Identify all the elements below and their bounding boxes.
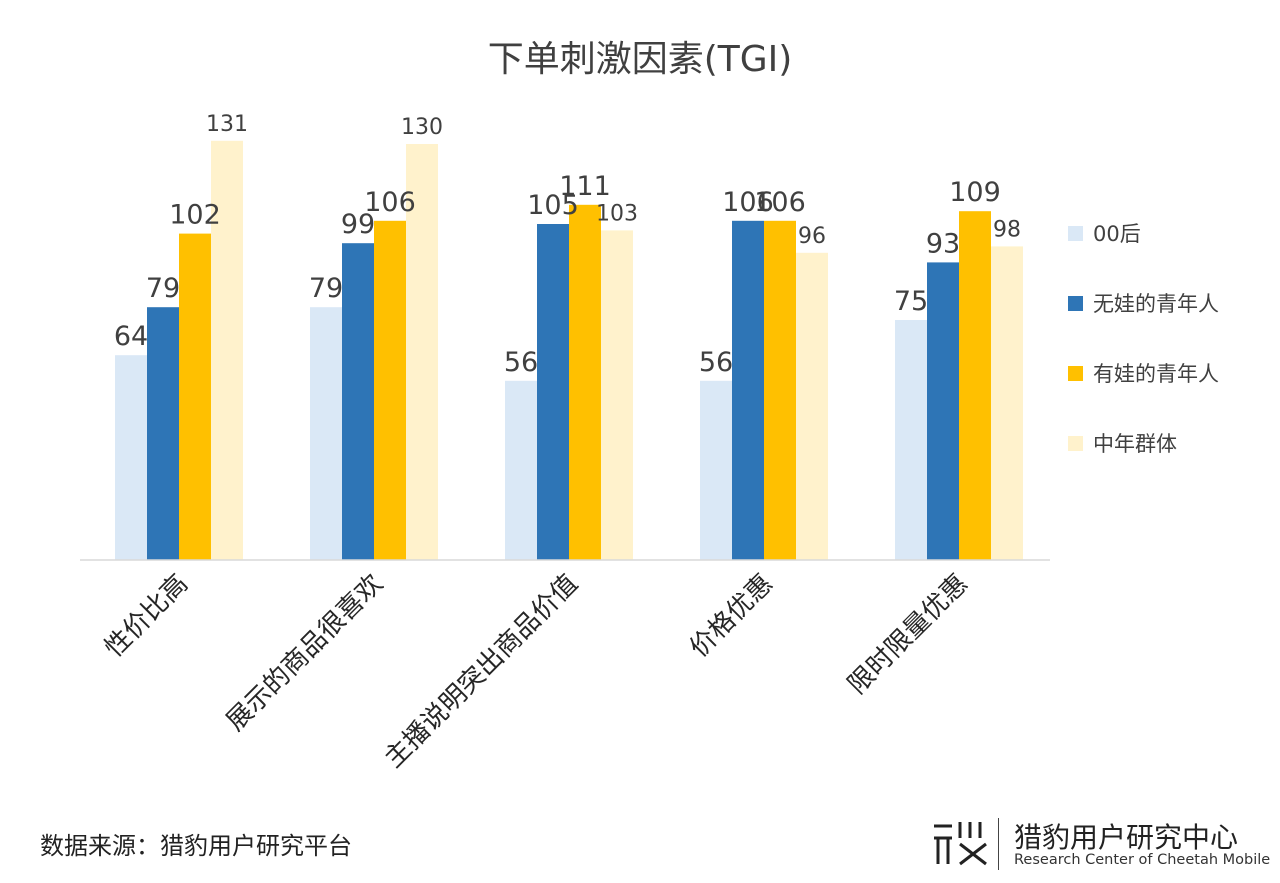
legend-label-2: 有娃的青年人 bbox=[1093, 362, 1219, 386]
bar-1-1 bbox=[342, 243, 374, 560]
value-labels-group: 6479102131799910613056105111103561061069… bbox=[114, 112, 1021, 378]
brand-name-en: Research Center of Cheetah Mobile bbox=[1014, 852, 1271, 868]
bar-4-2 bbox=[959, 211, 991, 560]
bar-4-3 bbox=[991, 246, 1023, 560]
legend-item-0: 00后 bbox=[1068, 198, 1268, 268]
value-label-0-1: 79 bbox=[146, 273, 180, 304]
bar-1-0 bbox=[310, 307, 342, 560]
cheetah-logo-icon bbox=[934, 822, 987, 866]
value-label-0-2: 102 bbox=[169, 200, 221, 231]
bar-0-0 bbox=[115, 355, 147, 560]
brand-divider bbox=[998, 818, 999, 870]
category-label-1: 展示的商品很喜欢 bbox=[221, 569, 389, 737]
bar-2-1 bbox=[537, 224, 569, 560]
category-label-4: 限时限量优惠 bbox=[842, 569, 974, 701]
category-label-2: 主播说明突出商品价值 bbox=[379, 569, 584, 774]
value-label-4-2: 109 bbox=[949, 177, 1001, 208]
value-label-1-1: 99 bbox=[341, 209, 375, 240]
bar-0-1 bbox=[147, 307, 179, 560]
value-label-1-2: 106 bbox=[364, 187, 416, 218]
value-label-0-3: 131 bbox=[206, 112, 248, 137]
category-label-0: 性价比高 bbox=[99, 569, 194, 664]
category-label-3: 价格优惠 bbox=[684, 569, 779, 664]
legend-swatch-3 bbox=[1068, 435, 1083, 451]
legend-item-3: 中年群体 bbox=[1068, 408, 1268, 478]
value-label-0-0: 64 bbox=[114, 321, 148, 352]
legend-label-1: 无娃的青年人 bbox=[1093, 292, 1219, 316]
bar-2-0 bbox=[505, 380, 537, 560]
legend-swatch-2 bbox=[1068, 365, 1083, 381]
bar-1-3 bbox=[406, 144, 438, 560]
legend-label-3: 中年群体 bbox=[1093, 432, 1177, 456]
legend-item-2: 有娃的青年人 bbox=[1068, 338, 1268, 408]
value-label-4-3: 98 bbox=[993, 217, 1021, 242]
bar-2-2 bbox=[569, 204, 601, 561]
bar-3-3 bbox=[796, 252, 828, 561]
bars-group bbox=[115, 140, 1023, 561]
bar-3-2 bbox=[764, 220, 796, 561]
bar-2-3 bbox=[601, 230, 633, 560]
bar-4-1 bbox=[927, 262, 959, 560]
bar-4-0 bbox=[895, 320, 927, 560]
value-label-3-0: 56 bbox=[699, 347, 733, 378]
value-label-4-1: 93 bbox=[926, 228, 960, 259]
value-label-2-1: 105 bbox=[527, 190, 579, 221]
bar-3-1 bbox=[732, 220, 764, 561]
value-label-2-0: 56 bbox=[504, 347, 538, 378]
bar-0-2 bbox=[179, 233, 211, 560]
value-label-1-0: 79 bbox=[309, 273, 343, 304]
legend-swatch-0 bbox=[1068, 225, 1083, 241]
value-label-4-0: 75 bbox=[894, 286, 928, 317]
value-label-2-2: 111 bbox=[559, 171, 611, 202]
brand-block: 猎豹用户研究中心 Research Center of Cheetah Mobi… bbox=[930, 812, 1270, 872]
bar-3-0 bbox=[700, 380, 732, 560]
bar-0-3 bbox=[211, 140, 243, 561]
value-label-3-2: 106 bbox=[754, 187, 806, 218]
value-label-3-3: 96 bbox=[798, 224, 826, 249]
chart-title: 下单刺激因素(TGI) bbox=[487, 39, 793, 80]
legend: 00后无娃的青年人 有娃的青年人 中年群体 bbox=[1068, 198, 1268, 478]
brand-name-cn: 猎豹用户研究中心 bbox=[1014, 821, 1239, 854]
legend-swatch-1 bbox=[1068, 295, 1083, 311]
value-label-3-1: 106 bbox=[722, 187, 774, 218]
legend-label-0: 00后 bbox=[1093, 222, 1141, 246]
value-label-2-3: 103 bbox=[596, 201, 638, 226]
legend-item-1: 无娃的青年人 bbox=[1068, 268, 1268, 338]
value-label-1-3: 130 bbox=[401, 115, 443, 140]
bar-1-2 bbox=[374, 220, 406, 561]
data-source-note: 数据来源：猎豹用户研究平台 bbox=[40, 832, 352, 860]
